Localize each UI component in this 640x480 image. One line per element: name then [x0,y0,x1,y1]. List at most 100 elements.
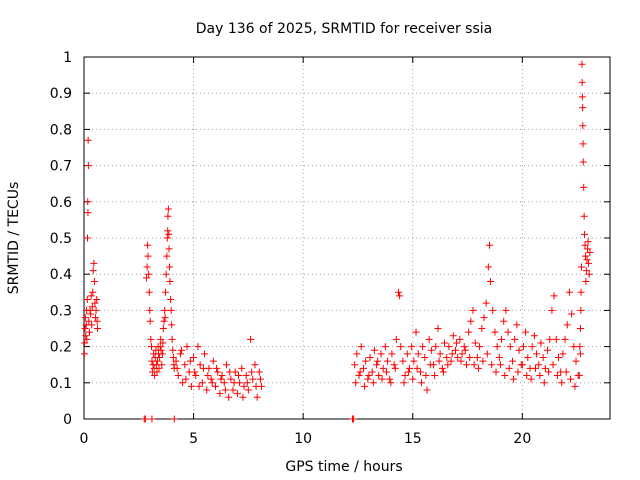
data-point [577,288,585,296]
data-point [548,306,556,314]
data-point [416,368,424,376]
data-point [501,372,509,380]
data-point [89,288,97,296]
data-point [575,372,583,380]
data-point [582,277,590,285]
data-point [484,263,492,271]
data-point [142,274,150,282]
data-point [195,382,203,390]
data-point [581,252,589,260]
data-point [492,368,500,376]
data-point [460,343,468,351]
data-point [253,393,261,401]
data-point [504,328,512,336]
data-point [199,364,207,372]
data-point [82,332,90,340]
data-point [409,375,417,383]
data-point [586,248,594,256]
data-point [470,361,478,369]
data-point [169,346,177,354]
data-point [242,372,250,380]
data-point [155,364,163,372]
data-point [198,379,206,387]
data-point [432,343,440,351]
data-point [487,277,495,285]
data-point [164,212,172,220]
data-point [366,353,374,361]
data-point [173,364,181,372]
data-point [576,350,584,358]
data-point [426,361,434,369]
data-point [488,361,496,369]
data-point [148,343,156,351]
data-point [89,267,97,275]
data-point [377,350,385,358]
data-point [351,361,359,369]
data-point [577,306,585,314]
data-point [166,277,174,285]
data-point [203,386,211,394]
y-tick-label: 0.4 [50,267,72,283]
data-point [365,372,373,380]
data-point [493,343,501,351]
data-point [362,357,370,365]
data-point [508,357,516,365]
x-axis-label: GPS time / hours [285,459,402,475]
data-point [434,325,442,332]
data-point [190,353,198,361]
data-point [387,379,395,387]
data-point [536,372,544,380]
data-point [176,350,184,358]
data-point [471,339,479,347]
data-point [357,343,365,351]
data-point [233,390,241,398]
data-point [530,332,538,340]
data-point [174,372,182,380]
y-tick-label: 1 [63,50,72,66]
x-tick-label: 0 [80,431,89,447]
data-point [475,364,482,372]
data-point [384,357,392,365]
y-tick-label: 0.6 [50,195,72,211]
data-point [352,379,360,387]
data-point [408,343,416,351]
data-point [148,415,156,423]
data-point [461,346,469,354]
data-point [539,353,547,361]
y-tick-label: 0.3 [50,303,72,319]
data-point [172,357,180,365]
data-point [444,361,452,369]
y-tick-label: 0.2 [50,340,72,356]
data-point [479,357,487,365]
data-point [85,328,93,336]
data-point [88,321,96,329]
data-point [441,339,449,347]
data-point [533,350,541,358]
data-point [414,350,422,358]
data-point [510,375,518,383]
data-point [458,350,466,358]
data-point [399,357,407,365]
data-point [502,306,510,314]
data-point [165,230,173,238]
data-point [85,317,93,325]
data-point [578,78,586,86]
data-point [513,321,521,329]
data-point [405,364,413,372]
data-point [423,386,431,394]
data-point [523,372,531,380]
data-point [386,375,394,383]
data-point [454,353,462,361]
data-point [568,310,576,318]
data-point [436,350,444,358]
data-point [583,256,591,264]
data-point [378,375,386,383]
data-point [448,350,456,358]
data-point [179,379,187,387]
data-point [186,357,194,365]
data-point [392,335,400,343]
data-point [400,379,408,387]
data-point [159,325,167,332]
